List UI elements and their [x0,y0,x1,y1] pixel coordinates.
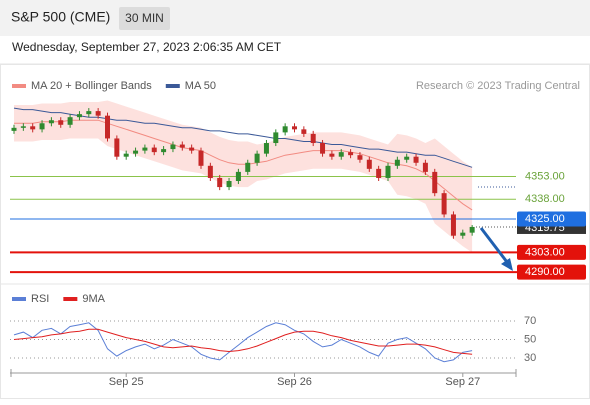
ma50-line [13,107,473,168]
level-label: 4325.00 [525,213,565,225]
candle-body [282,126,288,133]
candle-body [366,159,372,169]
legend-swatch [12,297,26,301]
candle-body [441,193,447,215]
source: Research © 2023 Trading Central [416,80,580,92]
candle-body [67,117,73,125]
candle-body [95,111,101,116]
candle-body [394,159,400,166]
x-tick-label: Sep 27 [445,376,480,388]
instrument-title: S&P 500 (CME) [11,9,110,25]
candle-body [142,147,148,151]
candle-body [320,143,326,154]
level-label: 4303.00 [525,246,565,258]
candle-body [413,156,419,163]
candle-body [20,126,26,128]
legend-label: MA 20 + Bollinger Bands [31,80,152,92]
candle-body [245,162,251,172]
candle-body [58,120,64,125]
candle-body [329,153,335,157]
candle-body [170,144,176,150]
candle-body [123,153,129,157]
candle-body [404,156,410,160]
legend-label: MA 50 [185,80,216,92]
candle-body [376,168,382,178]
candle-body [189,147,195,151]
candle-body [469,226,475,233]
marks: MA 20 + Bollinger Bands MA 50 RSI 9MA 4353.0… [10,80,586,388]
level-label: 4338.00 [525,193,565,205]
candle-body [11,127,17,131]
legend-swatch [63,297,78,301]
candle-body [460,232,466,236]
candle-body [198,150,204,166]
candle-body [292,126,297,130]
x-tick-label: Sep 26 [277,376,312,388]
candle-body [273,132,279,144]
candle-body [450,214,456,236]
candle-body [105,115,110,139]
candle-body [161,149,167,153]
legend-label: 9MA [82,293,105,305]
x-tick-label: Sep 25 [109,376,144,388]
candle-body [30,126,36,130]
candle-body [422,162,428,172]
candle-body [348,152,354,156]
candle-body [385,165,391,178]
candle-body [86,111,92,115]
rsi-line [13,328,473,355]
level-box [517,244,586,260]
candle-body [151,147,157,153]
candle-body [76,114,82,118]
candle-body [217,177,223,188]
candle-body [310,133,316,144]
interval-label[interactable]: 30 MIN [125,11,164,25]
candle-body [179,144,185,148]
candle-body [207,165,213,178]
legend-swatch [12,84,26,88]
datetime: Wednesday, September 27, 2023 2:06:35 AM… [12,40,282,54]
interval-badge[interactable] [119,7,170,30]
candle-body [301,129,307,134]
y-tick-label: 30 [524,352,536,364]
arrow-head [501,258,513,271]
candle-body [48,120,54,124]
candle-body [133,150,139,154]
candle-body [263,143,269,154]
level-label: 4290.00 [525,266,565,278]
y-tick-label: 50 [524,333,536,345]
level-box [517,211,586,227]
candle-body [226,181,232,188]
candle-body [235,171,241,182]
legend-swatch [165,84,180,88]
header-bar [0,0,590,36]
level-box [517,264,586,280]
candle-body [39,123,45,130]
candle-body [114,138,120,157]
candle-body [254,153,260,163]
projection-arrow [479,227,512,267]
legend-label: RSI [31,293,49,305]
y-tick-label: 70 [524,315,536,327]
candle-body [338,152,344,157]
candle-body [357,155,363,160]
candle-body [432,171,438,194]
rsi-line [13,322,473,363]
level-label: 4353.00 [525,170,565,182]
